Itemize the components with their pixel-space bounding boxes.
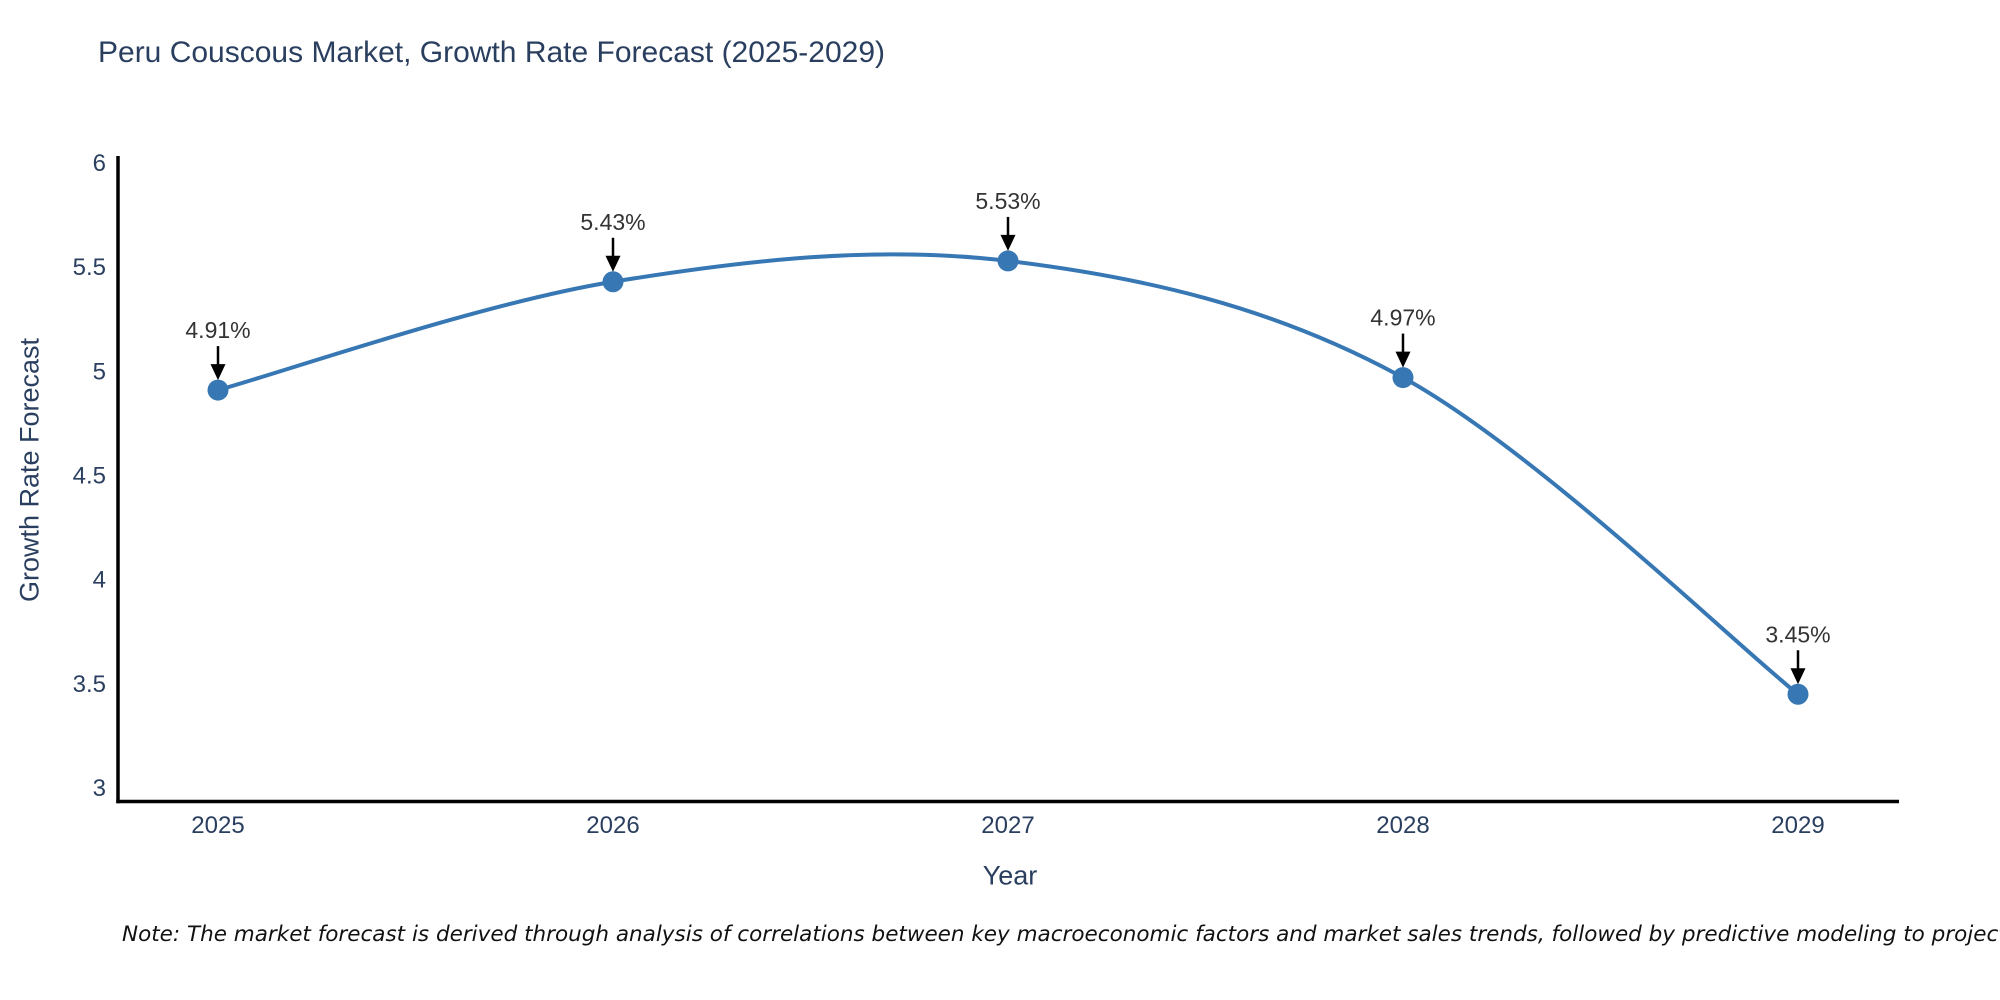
- annotation-arrow-head: [1000, 234, 1016, 251]
- y-tick-label: 5.5: [73, 254, 106, 281]
- data-point-2026: [602, 271, 624, 293]
- point-label: 3.45%: [1765, 621, 1830, 647]
- footnote: Note: The market forecast is derived thr…: [122, 922, 2000, 947]
- data-point-2029: [1787, 683, 1809, 705]
- annotation-arrow-head: [210, 364, 226, 381]
- x-tick-label: 2025: [191, 812, 244, 839]
- y-tick-label: 4: [93, 567, 106, 594]
- x-axis-title: Year: [982, 860, 1038, 891]
- y-tick-label: 4.5: [73, 463, 106, 490]
- data-point-2028: [1392, 367, 1414, 389]
- point-label: 5.43%: [580, 209, 645, 235]
- annotation-arrow-head: [605, 255, 621, 272]
- x-tick-label: 2028: [1376, 812, 1429, 839]
- chart-title: Peru Couscous Market, Growth Rate Foreca…: [98, 36, 886, 69]
- data-point-2027: [997, 250, 1019, 272]
- y-tick-label: 5: [93, 358, 106, 385]
- point-label: 4.97%: [1370, 305, 1435, 331]
- y-tick-label: 3.5: [73, 671, 106, 698]
- point-label: 5.53%: [975, 188, 1040, 214]
- x-tick-label: 2027: [981, 812, 1034, 839]
- x-tick-label: 2026: [586, 812, 639, 839]
- line-series: [217, 252, 1800, 696]
- annotation-arrow-head: [1790, 668, 1806, 685]
- data-point-2025: [207, 379, 229, 401]
- annotation-arrow-head: [1395, 351, 1411, 368]
- point-label: 4.91%: [185, 317, 250, 343]
- y-tick-label: 6: [93, 150, 106, 177]
- y-tick-label: 3: [93, 775, 106, 802]
- x-tick-label: 2029: [1771, 812, 1824, 839]
